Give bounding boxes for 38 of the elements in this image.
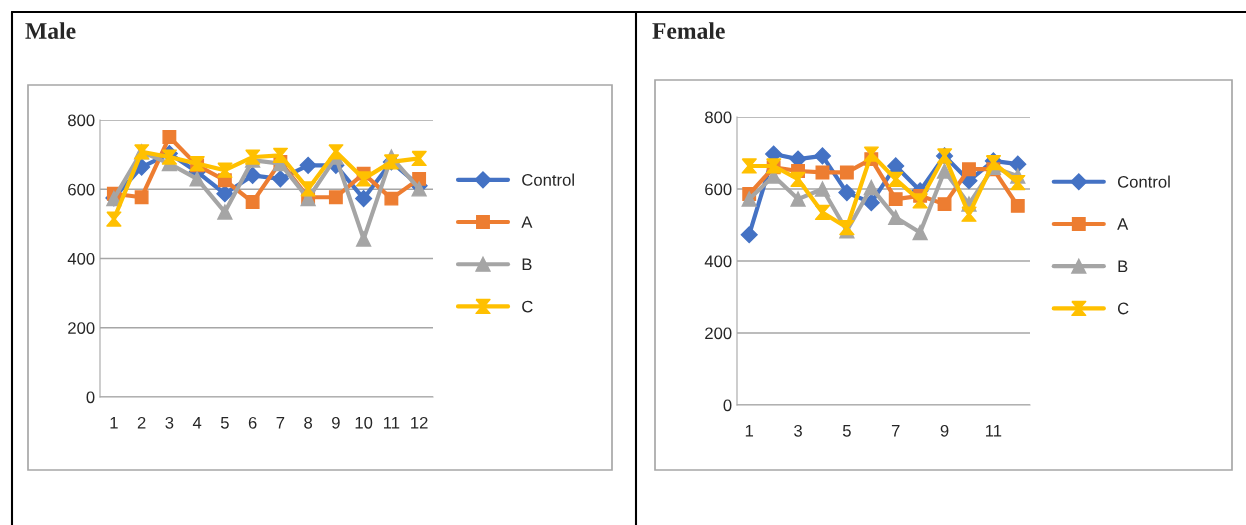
x-tick-label: 3 [794, 424, 802, 437]
y-tick-label: 0 [86, 391, 95, 404]
x-tick-label: 3 [165, 416, 174, 429]
y-tick-label: 200 [68, 322, 95, 334]
y-tick-label: 400 [704, 255, 732, 268]
x-tick-label: 5 [220, 417, 229, 429]
legend-label: B [1118, 260, 1128, 273]
x-tick-label: 7 [891, 425, 900, 437]
x-tick-label: 9 [332, 416, 340, 429]
chart-title: Male [25, 22, 76, 39]
x-tick-label: 12 [411, 416, 428, 429]
x-tick-label: 1 [110, 417, 118, 429]
y-tick-label: 800 [705, 111, 732, 124]
x-tick-label: 7 [276, 417, 285, 429]
y-tick-label: 600 [705, 183, 732, 196]
x-tick-label: 11 [383, 417, 400, 429]
x-tick-label: 2 [137, 416, 146, 429]
legend-label: C [1117, 302, 1129, 315]
y-tick-label: 800 [68, 114, 95, 127]
y-tick-label: 400 [67, 252, 95, 265]
y-tick-label: 200 [705, 327, 732, 340]
legend-label: Control [522, 173, 574, 186]
legend-label: A [521, 216, 533, 228]
x-tick-label: 11 [985, 425, 1002, 437]
x-tick-label: 1 [745, 425, 754, 437]
legend-label: B [522, 258, 532, 271]
x-tick-label: 9 [940, 424, 949, 437]
legend-label: C [522, 300, 533, 313]
x-tick-label: 8 [304, 416, 313, 429]
x-tick-label: 6 [248, 416, 257, 429]
x-tick-label: 10 [355, 416, 373, 429]
legend-label: Control [1117, 175, 1170, 188]
y-tick-label: 600 [68, 183, 95, 196]
y-tick-label: 0 [723, 399, 732, 412]
legend-label: A [1117, 218, 1129, 230]
x-tick-label: 4 [192, 417, 202, 429]
chart-title: Female [652, 22, 725, 39]
x-tick-label: 5 [842, 425, 851, 437]
